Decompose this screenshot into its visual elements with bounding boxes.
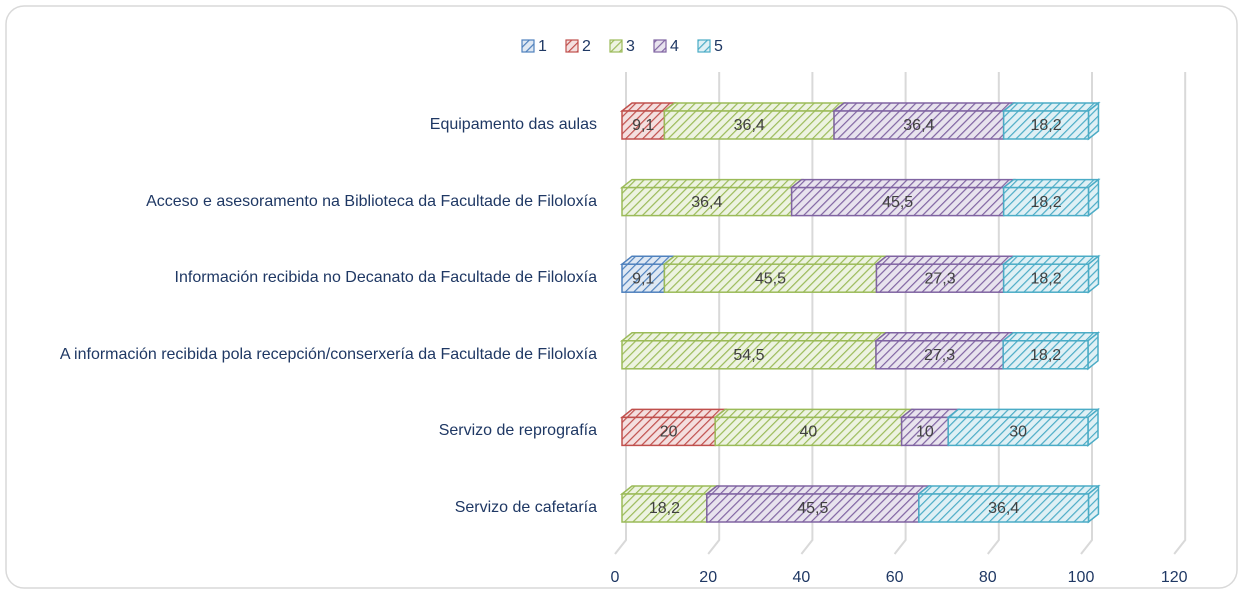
bar bbox=[621, 186, 793, 217]
bar-top bbox=[874, 255, 1016, 265]
bar-top bbox=[946, 408, 1101, 419]
legend-label: 3 bbox=[626, 38, 635, 55]
grid-line bbox=[800, 72, 814, 555]
data-label: 54,5 bbox=[733, 347, 764, 364]
grid-line bbox=[707, 72, 721, 555]
x-tick-label: 80 bbox=[979, 569, 997, 586]
bar-top bbox=[619, 408, 728, 419]
grid-line bbox=[1173, 72, 1187, 555]
bar bbox=[947, 416, 1089, 447]
bar-top bbox=[1001, 178, 1101, 189]
x-tick-label: 120 bbox=[1161, 569, 1188, 586]
x-tick-label: 20 bbox=[699, 569, 717, 586]
data-label: 18,2 bbox=[1030, 347, 1061, 364]
data-label: 27,3 bbox=[924, 270, 955, 287]
bar-top bbox=[1001, 102, 1101, 112]
bar bbox=[706, 493, 920, 523]
bar bbox=[663, 110, 835, 140]
data-label: 40 bbox=[800, 424, 818, 441]
data-label: 36,4 bbox=[903, 117, 934, 134]
legend-swatch bbox=[609, 39, 623, 53]
legend-swatch bbox=[521, 39, 535, 53]
bar-top bbox=[916, 485, 1101, 495]
y-tick-label: Servizo de cafetaría bbox=[454, 499, 597, 516]
data-label: 9,1 bbox=[632, 117, 654, 134]
bar bbox=[918, 493, 1090, 523]
bar-top bbox=[619, 332, 889, 342]
legend-label: 1 bbox=[538, 38, 547, 55]
grid-line bbox=[987, 72, 1000, 555]
legend-label: 2 bbox=[582, 38, 591, 55]
x-tick-label: 0 bbox=[611, 569, 620, 586]
bar-top bbox=[1001, 255, 1101, 265]
bar bbox=[621, 110, 666, 140]
legend-swatch bbox=[697, 39, 711, 53]
data-label: 36,4 bbox=[734, 117, 765, 134]
grid-line bbox=[1080, 72, 1093, 555]
y-tick-label: A información recibida pola recepción/co… bbox=[59, 345, 597, 363]
bar-top bbox=[873, 332, 1016, 342]
bar bbox=[875, 340, 1004, 370]
bar-top bbox=[704, 485, 931, 495]
data-label: 18,2 bbox=[1030, 194, 1061, 211]
data-label: 36,4 bbox=[691, 194, 722, 211]
data-label: 18,2 bbox=[1030, 270, 1061, 287]
legend-swatch bbox=[565, 39, 579, 53]
bar bbox=[790, 186, 1005, 217]
legend-swatch bbox=[653, 39, 667, 53]
bar-top bbox=[831, 102, 1016, 112]
y-tick-label: Servizo de reprografía bbox=[438, 422, 597, 440]
bar-top bbox=[1001, 332, 1101, 342]
data-label: 20 bbox=[660, 424, 678, 441]
data-label: 18,2 bbox=[649, 500, 680, 517]
bar bbox=[1002, 186, 1090, 217]
legend-label: 5 bbox=[714, 38, 723, 55]
y-tick-label: Acceso e asesoramento na Biblioteca da F… bbox=[146, 192, 597, 210]
data-label: 9,1 bbox=[632, 270, 654, 287]
bar bbox=[621, 263, 666, 293]
grid-line bbox=[893, 72, 907, 555]
x-tick-label: 40 bbox=[793, 569, 811, 586]
bar bbox=[1002, 110, 1090, 140]
bar bbox=[714, 416, 903, 447]
data-label: 45,5 bbox=[882, 194, 913, 211]
data-label: 18,2 bbox=[1030, 117, 1061, 134]
legend-label: 4 bbox=[670, 38, 679, 55]
bar bbox=[621, 416, 716, 447]
bar-top bbox=[713, 408, 914, 419]
bar-top bbox=[619, 178, 804, 189]
bar bbox=[1002, 340, 1089, 370]
data-label: 45,5 bbox=[755, 270, 786, 287]
bar-top bbox=[662, 102, 847, 112]
data-label: 30 bbox=[1009, 424, 1027, 441]
bar bbox=[1002, 263, 1090, 293]
data-label: 36,4 bbox=[988, 500, 1019, 517]
grid-line bbox=[614, 72, 627, 555]
data-label: 10 bbox=[916, 424, 934, 441]
bar-top bbox=[619, 485, 719, 495]
bar-top bbox=[789, 178, 1016, 189]
y-tick-label: Equipamento das aulas bbox=[429, 116, 597, 133]
data-label: 27,3 bbox=[924, 347, 955, 364]
x-tick-label: 100 bbox=[1068, 569, 1095, 586]
bar-top bbox=[662, 255, 889, 265]
data-label: 45,5 bbox=[797, 500, 828, 517]
y-tick-label: Información recibida no Decanato da Facu… bbox=[174, 269, 597, 287]
bar bbox=[621, 493, 708, 523]
bar bbox=[663, 263, 878, 293]
bar bbox=[900, 416, 949, 447]
x-tick-label: 60 bbox=[886, 569, 904, 586]
